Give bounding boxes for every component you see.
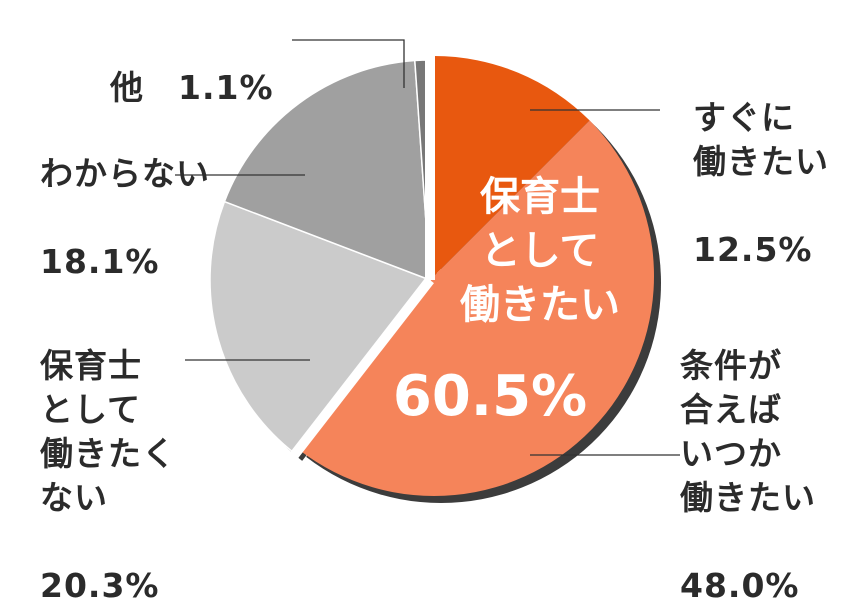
group-value: 60.5% [392, 364, 588, 429]
leader-lines [175, 39, 680, 456]
slice-label-hatarakitakunai-value: 20.3% [40, 566, 160, 605]
pie-chart [175, 39, 680, 503]
group-separator-bottom [278, 276, 434, 473]
slice-jouken [299, 120, 654, 496]
slice-wakaranai [223, 59, 431, 282]
slice-label-sugu: すぐに 働きたい 12.5% [693, 52, 829, 272]
slice-label-jouken-name: 条件が 合えば いつか 働きたい [680, 346, 816, 517]
slice-label-sugu-value: 12.5% [693, 230, 813, 269]
slice-label-other-name: 他 [110, 68, 144, 107]
slice-label-wakaranai: わからない 18.1% [40, 108, 210, 284]
slice-label-hatarakitakunai-name: 保育士 として 働きたく ない [40, 346, 176, 517]
slice-label-other: 他 1.1% [110, 22, 274, 110]
slice-label-jouken-value: 48.0% [680, 566, 800, 605]
slice-sugu [434, 56, 590, 276]
slice-label-sugu-name: すぐに 働きたい [693, 98, 829, 181]
leader-other [292, 39, 405, 88]
slice-label-jouken: 条件が 合えば いつか 働きたい 48.0% [680, 300, 816, 608]
slice-label-hatarakitakunai: 保育士 として 働きたく ない 20.3% [40, 300, 176, 608]
slice-hatarakitakunai [209, 200, 432, 455]
pie-slices [209, 40, 654, 496]
group-label: 保育士 として 働きたい [460, 174, 620, 328]
slice-label-other-value: 1.1% [178, 68, 274, 107]
slice-label-wakaranai-name: わからない [40, 154, 210, 193]
slice-label-wakaranai-value: 18.1% [40, 242, 160, 281]
